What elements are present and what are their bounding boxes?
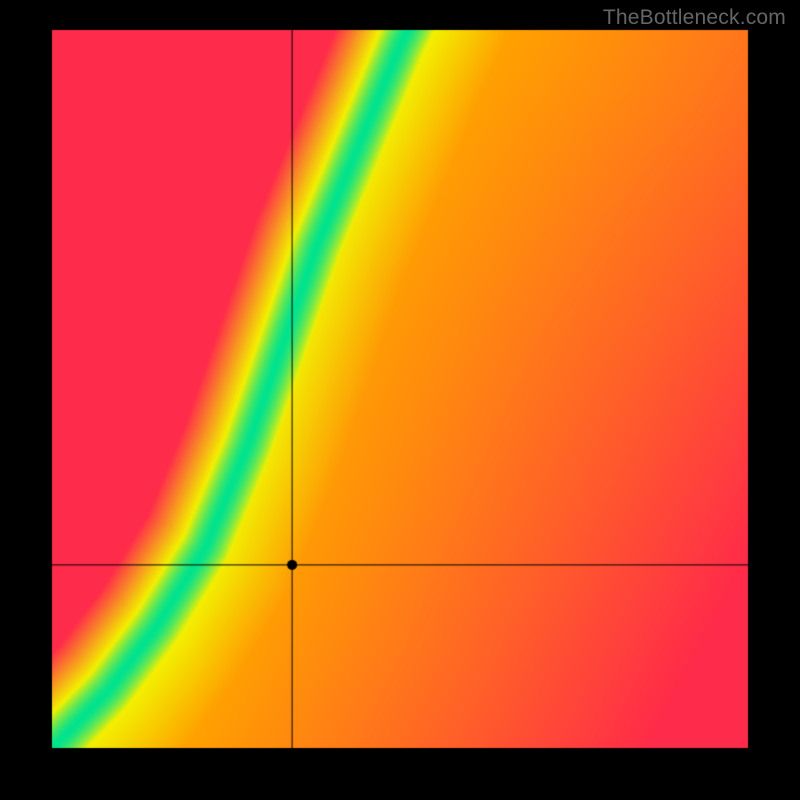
heatmap-canvas xyxy=(0,0,800,800)
watermark-text: TheBottleneck.com xyxy=(603,6,786,30)
